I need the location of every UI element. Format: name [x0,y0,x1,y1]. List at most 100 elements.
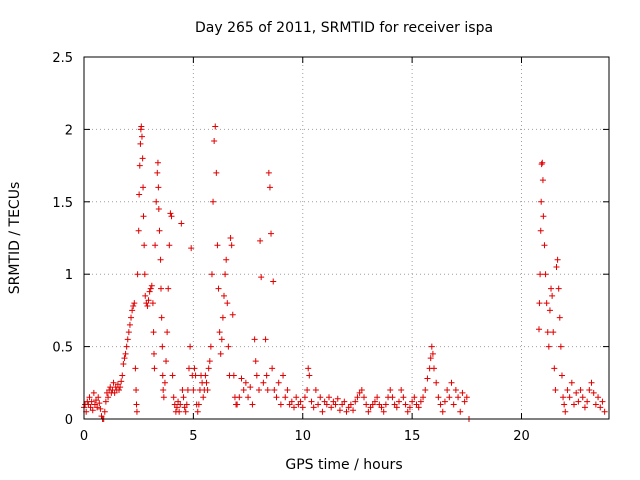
data-point [579,394,586,401]
data-point [186,365,192,372]
data-point [266,184,273,191]
data-point [561,401,568,408]
data-point [101,408,108,415]
data-point [601,408,608,415]
data-point [164,329,171,336]
data-point [188,245,195,252]
data-point [537,271,544,278]
x-axis-label: GPS time / hours [285,457,402,473]
data-point [341,398,348,405]
y-tick-label: 0.5 [52,341,73,356]
data-point [336,407,343,414]
data-point [221,292,227,299]
data-point [242,379,249,386]
data-point [203,379,210,386]
data-point [97,405,104,412]
data-point [387,387,394,394]
data-point [119,372,126,379]
data-point [230,372,237,379]
data-point [133,387,140,394]
data-point [315,401,322,408]
data-point [393,404,400,411]
data-point [586,387,593,394]
data-point [326,394,332,401]
data-point [539,159,546,166]
data-point [374,394,381,401]
data-point [192,372,199,379]
data-point [151,365,158,372]
data-point [282,394,289,401]
data-point [238,375,245,382]
data-point [448,379,455,386]
data-point [317,394,324,401]
data-point [217,350,224,357]
data-point [207,343,214,350]
data-point [160,387,167,394]
data-point [155,184,162,191]
data-point [380,408,387,415]
data-point [284,387,291,394]
data-point [144,303,151,310]
data-point [86,394,93,401]
data-point [308,398,315,405]
data-point [545,343,552,350]
data-point [141,271,148,278]
data-point [439,408,446,415]
data-point [89,407,96,414]
data-point [165,285,172,292]
data-point [398,387,405,394]
data-point [140,184,147,191]
data-point [343,408,350,415]
data-point [159,372,166,379]
data-point [452,387,459,394]
data-point [560,394,567,401]
data-point [544,329,551,336]
data-point [457,408,464,415]
y-tick-label: 0 [65,413,73,428]
data-point [389,394,396,401]
data-point [334,395,341,402]
data-point [166,242,173,249]
data-point [158,314,165,321]
data-point [584,398,591,405]
data-point [132,365,139,372]
data-point [297,398,304,405]
data-point [168,213,175,220]
data-point [304,387,311,394]
data-point [216,329,223,336]
data-point [137,140,144,147]
data-point [404,408,411,415]
data-point [167,210,174,217]
data-point [459,389,466,396]
data-point [568,379,575,386]
data-point [406,404,413,411]
data-point [136,162,143,169]
data-point [160,394,167,401]
data-point [400,394,407,401]
data-point [219,314,226,321]
data-point [536,300,543,307]
data-point [599,398,606,405]
data-point [536,326,542,333]
data-point [222,271,229,278]
data-point [323,401,330,408]
data-point [200,394,207,401]
data-point [169,372,176,379]
data-point [420,394,427,401]
data-point [328,404,335,411]
data-point [537,227,544,234]
data-point [549,292,556,299]
data-point [411,394,418,401]
data-point [268,230,275,237]
data-point [195,401,202,408]
data-point [461,398,468,405]
data-point [155,206,162,213]
data-point [190,387,197,394]
data-point [350,407,357,414]
data-point [299,404,306,411]
data-point [110,379,117,386]
data-point [556,314,563,321]
data-point [258,274,265,281]
data-point [170,394,177,401]
